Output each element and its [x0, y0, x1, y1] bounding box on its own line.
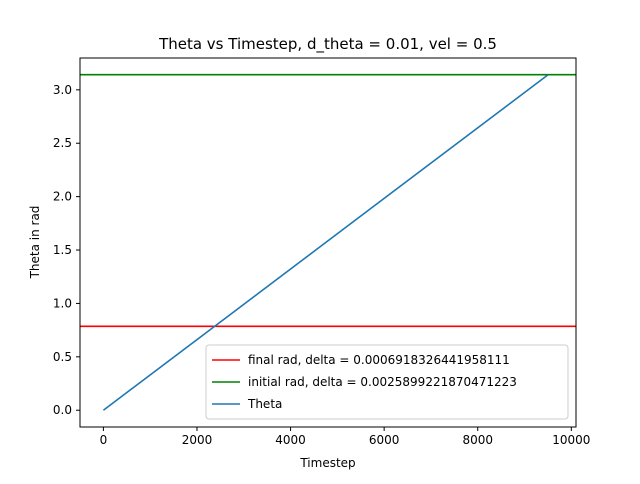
- y-axis-label: Theta in rad: [28, 206, 42, 280]
- axis-ticks: 0 2000 4000 6000 8000 10000 0.0 0.5 1.0 1.5 2.0 2.5…: [53, 83, 591, 447]
- legend-label: final rad, delta = 0.0006918326441958111: [248, 353, 510, 367]
- y-tick-label: 2.0: [53, 190, 72, 204]
- x-tick-label: 10000: [552, 433, 590, 447]
- y-tick-label: 0.5: [53, 350, 72, 364]
- axes-frame: [79, 57, 577, 428]
- y-tick-label: 0.0: [53, 403, 72, 417]
- chart-title: Theta vs Timestep, d_theta = 0.01, vel =…: [158, 35, 497, 54]
- legend-label: initial rad, delta = 0.00258992218704712…: [248, 375, 517, 389]
- legend-label: Theta: [247, 397, 282, 411]
- plot-area: [80, 73, 576, 411]
- x-tick-label: 2000: [182, 433, 213, 447]
- x-tick-label: 6000: [369, 433, 400, 447]
- legend-box: [205, 344, 569, 420]
- y-tick-label: 2.5: [53, 136, 72, 150]
- y-tick-label: 3.0: [53, 83, 72, 97]
- x-axis-label: Timestep: [299, 456, 355, 470]
- y-tick-label: 1.0: [53, 296, 72, 310]
- series-line: [102, 74, 549, 411]
- y-tick-label: 1.5: [53, 243, 72, 257]
- x-tick-label: 4000: [275, 433, 306, 447]
- legend: final rad, delta = 0.0006918326441958111…: [205, 344, 569, 420]
- x-tick-label: 8000: [462, 433, 493, 447]
- x-tick-label: 0: [100, 433, 108, 447]
